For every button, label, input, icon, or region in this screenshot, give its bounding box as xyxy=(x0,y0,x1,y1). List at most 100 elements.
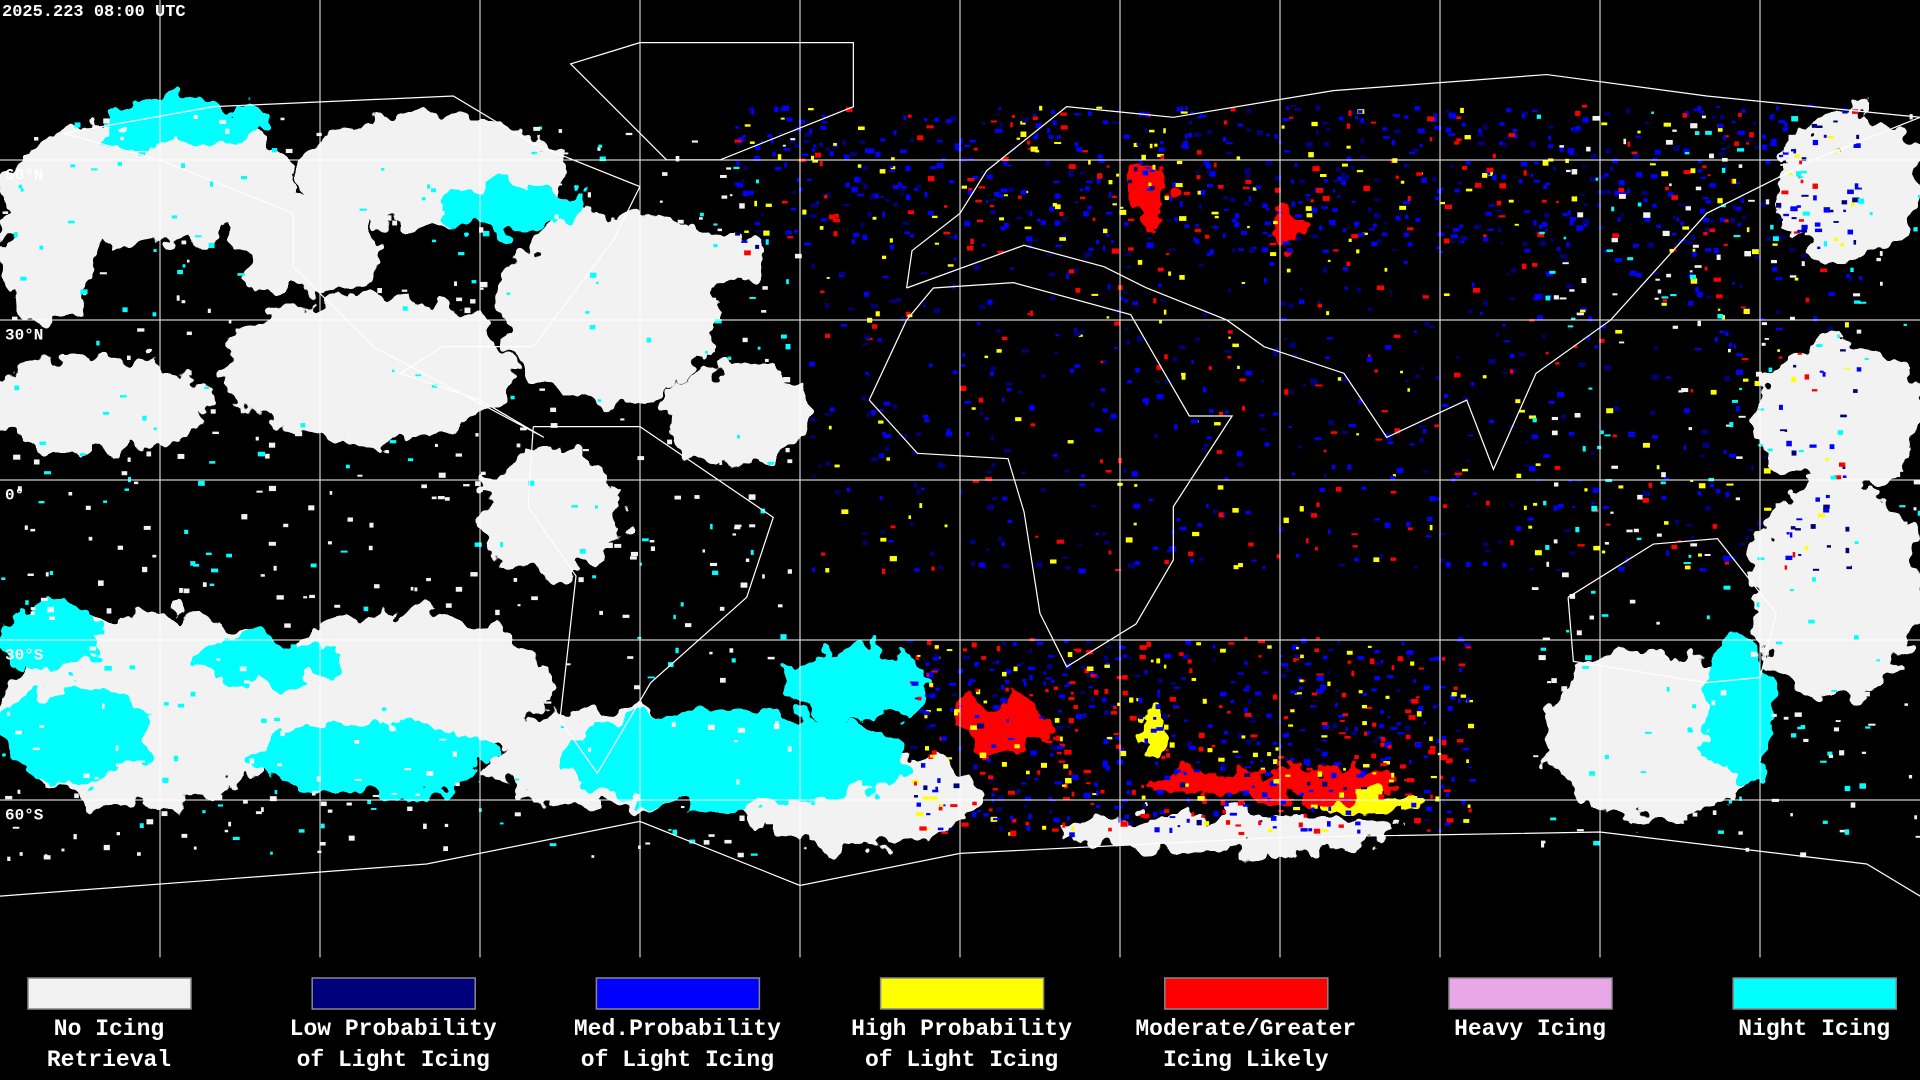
speckle xyxy=(1101,697,1107,703)
speckle xyxy=(928,363,933,368)
speckle xyxy=(470,299,476,304)
speckle xyxy=(1371,241,1378,247)
speckle xyxy=(1218,411,1224,416)
speckle xyxy=(785,343,791,350)
speckle xyxy=(407,658,413,662)
speckle xyxy=(945,432,953,437)
speckle xyxy=(85,505,91,510)
speckle xyxy=(803,214,807,218)
cloud xyxy=(1751,477,1920,698)
speckle xyxy=(1110,240,1115,244)
speckle xyxy=(821,552,826,556)
speckle xyxy=(998,107,1002,110)
speckle xyxy=(1050,559,1057,564)
speckle xyxy=(1618,193,1626,199)
speckle xyxy=(1203,443,1208,448)
speckle xyxy=(1605,479,1613,482)
speckle xyxy=(871,324,878,329)
speckle xyxy=(1007,725,1014,729)
speckle xyxy=(1563,236,1567,240)
speckle xyxy=(1521,263,1527,270)
speckle xyxy=(991,793,995,797)
speckle xyxy=(884,446,889,452)
speckle xyxy=(847,307,855,311)
speckle xyxy=(1439,187,1444,191)
speckle xyxy=(327,809,333,813)
speckle xyxy=(1606,408,1614,414)
speckle xyxy=(27,573,34,576)
speckle xyxy=(1075,201,1079,204)
speckle xyxy=(897,184,904,190)
speckle xyxy=(711,297,717,302)
speckle xyxy=(1045,160,1050,166)
speckle xyxy=(1341,180,1347,186)
speckle xyxy=(303,596,308,599)
speckle xyxy=(1405,734,1411,740)
speckle xyxy=(1223,511,1227,517)
speckle xyxy=(1428,749,1436,755)
speckle xyxy=(956,147,963,152)
speckle xyxy=(1164,775,1171,781)
speckle xyxy=(1053,736,1056,741)
speckle xyxy=(1155,761,1159,766)
latitude-label: 30°S xyxy=(5,647,44,665)
speckle xyxy=(426,771,434,776)
speckle xyxy=(249,758,255,764)
speckle xyxy=(1105,211,1113,215)
speckle xyxy=(1305,193,1311,197)
speckle xyxy=(755,145,761,150)
speckle xyxy=(217,804,224,807)
speckle xyxy=(1092,793,1097,796)
speckle xyxy=(1169,546,1176,552)
speckle xyxy=(1705,130,1712,135)
speckle xyxy=(1582,446,1586,452)
speckle xyxy=(647,676,655,679)
speckle xyxy=(1012,642,1017,647)
speckle xyxy=(1071,774,1079,780)
speckle xyxy=(1117,702,1120,706)
speckle xyxy=(589,325,596,330)
speckle xyxy=(1502,323,1506,327)
speckle xyxy=(392,399,396,403)
speckle xyxy=(1791,116,1799,122)
speckle xyxy=(815,152,822,158)
speckle xyxy=(1323,141,1330,148)
speckle xyxy=(1045,740,1053,744)
speckle xyxy=(1432,176,1437,183)
speckle xyxy=(1094,689,1099,695)
speckle xyxy=(1562,212,1569,216)
speckle xyxy=(1064,565,1071,570)
speckle xyxy=(1458,668,1462,673)
map xyxy=(0,0,1920,958)
speckle xyxy=(1759,317,1765,320)
speckle xyxy=(774,720,779,726)
speckle xyxy=(1629,819,1636,824)
cloud xyxy=(1775,110,1920,258)
speckle xyxy=(143,525,151,530)
speckle xyxy=(1127,179,1133,184)
speckle xyxy=(932,668,940,671)
speckle xyxy=(1223,120,1228,125)
speckle xyxy=(1697,106,1702,112)
speckle xyxy=(760,140,764,143)
speckle xyxy=(1536,315,1543,320)
speckle xyxy=(804,133,811,137)
speckle xyxy=(1554,466,1561,470)
speckle xyxy=(1429,745,1436,750)
coastline xyxy=(1567,538,1777,684)
speckle xyxy=(1332,208,1338,212)
speckle xyxy=(1770,224,1774,230)
speckle xyxy=(947,264,954,267)
speckle xyxy=(1847,229,1854,235)
speckle xyxy=(237,702,245,707)
speckle xyxy=(734,139,742,144)
speckle xyxy=(744,230,749,233)
speckle xyxy=(1351,234,1359,239)
speckle xyxy=(462,664,470,669)
speckle xyxy=(879,496,883,500)
speckle xyxy=(466,710,470,716)
speckle xyxy=(971,679,976,682)
speckle xyxy=(961,364,966,367)
speckle xyxy=(79,453,86,457)
speckle xyxy=(1005,679,1010,684)
